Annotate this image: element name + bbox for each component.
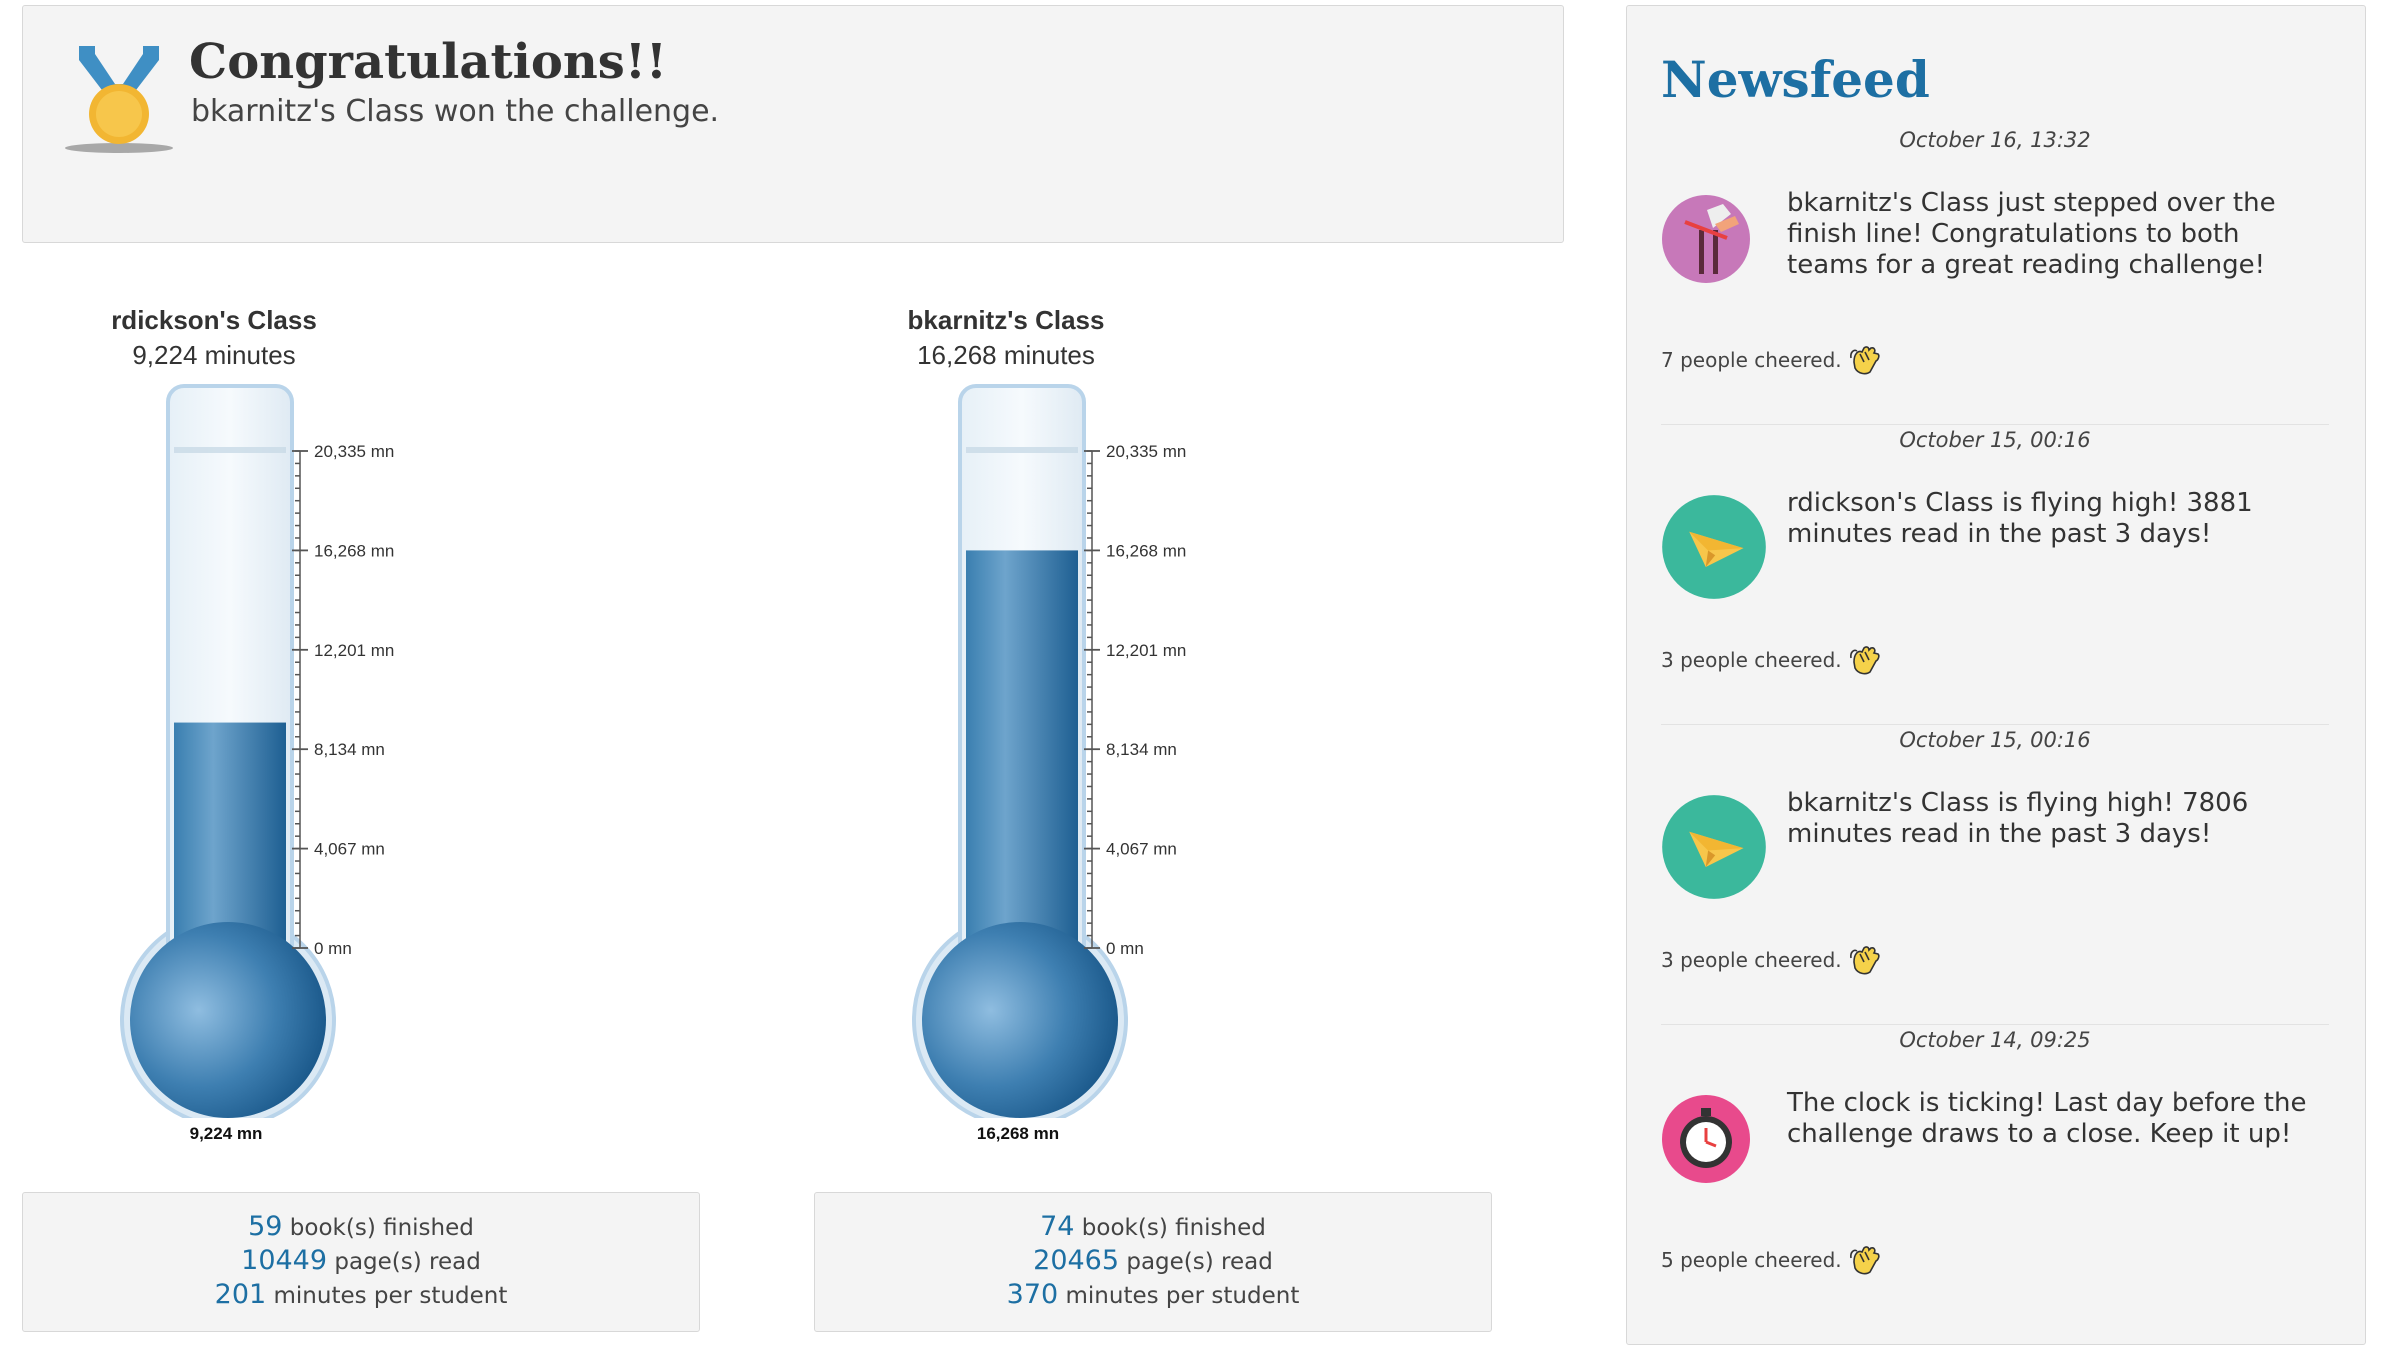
tube-cap-shadow xyxy=(966,447,1078,453)
class-name: rdickson's Class xyxy=(111,305,317,335)
tick-label: 0 mn xyxy=(314,939,352,958)
congrats-title: Congratulations!! xyxy=(189,34,667,90)
paper-plane-icon xyxy=(1662,795,1766,899)
thermometer: 0 mn 4,067 mn 8,134 mn 12,201 mn 16,268 mn 20… xyxy=(912,384,1186,1118)
news-item: October 15, 00:16 bkarnitz's Class is fl… xyxy=(1661,728,2329,1028)
news-date: October 16, 13:32 xyxy=(1899,128,2091,152)
bulb-value-label: 16,268 mn xyxy=(976,1124,1060,1143)
minutes-per-student: 370 minutes per student xyxy=(1006,1279,1300,1310)
divider xyxy=(1661,1024,2329,1025)
cheer-hands-icon[interactable] xyxy=(1848,644,1884,676)
news-item: October 14, 09:25 The clock is ticking! … xyxy=(1661,1028,2329,1328)
news-date: October 14, 09:25 xyxy=(1899,1028,2091,1052)
newsfeed-panel: Newsfeed October 16, 13:32 bkarnitz's Cl… xyxy=(1626,5,2366,1345)
class-name: bkarnitz's Class xyxy=(907,305,1105,335)
cheer-count[interactable]: 5 people cheered. xyxy=(1661,1244,1884,1276)
news-text: bkarnitz's Class just stepped over the f… xyxy=(1787,188,2276,280)
books-finished: 59 book(s) finished xyxy=(248,1211,474,1242)
class-minutes: 9,224 minutes xyxy=(132,340,296,370)
cheer-count[interactable]: 3 people cheered. xyxy=(1661,944,1884,976)
bulb-value-label: 9,224 mn xyxy=(189,1124,263,1143)
news-text: bkarnitz's Class is flying high! 7806 mi… xyxy=(1787,788,2249,849)
finish-line-icon xyxy=(1662,195,1750,283)
newsfeed-title: Newsfeed xyxy=(1661,50,1930,109)
thermometer-bulb xyxy=(922,922,1118,1118)
cheer-hands-icon[interactable] xyxy=(1848,344,1884,376)
tick-label: 4,067 mn xyxy=(1106,840,1177,859)
thermometer: 0 mn 4,067 mn 8,134 mn 12,201 mn 16,268 mn 20… xyxy=(120,384,394,1118)
tick-label: 8,134 mn xyxy=(314,740,385,759)
congratulations-panel: Congratulations!! bkarnitz's Class won t… xyxy=(22,5,1564,243)
class-minutes: 16,268 minutes xyxy=(917,340,1095,370)
news-date: October 15, 00:16 xyxy=(1899,428,2091,452)
class-stats: 74 book(s) finished 20465 page(s) read 3… xyxy=(814,1192,1492,1332)
thermometer-bulb xyxy=(130,922,326,1118)
congrats-subtitle: bkarnitz's Class won the challenge. xyxy=(191,94,720,129)
tick-label: 12,201 mn xyxy=(1106,641,1186,660)
pages-read: 10449 page(s) read xyxy=(241,1245,481,1276)
class-stats: 59 book(s) finished 10449 page(s) read 2… xyxy=(22,1192,700,1332)
cheer-hands-icon[interactable] xyxy=(1848,944,1884,976)
tick-label: 20,335 mn xyxy=(1106,442,1186,461)
cheer-hands-icon[interactable] xyxy=(1848,1244,1884,1276)
books-finished: 74 book(s) finished xyxy=(1040,1211,1266,1242)
pages-read: 20465 page(s) read xyxy=(1033,1245,1273,1276)
news-date: October 15, 00:16 xyxy=(1899,728,2091,752)
news-item: October 16, 13:32 bkarnitz's Class just … xyxy=(1661,128,2329,428)
tick-label: 0 mn xyxy=(1106,939,1144,958)
minutes-per-student: 201 minutes per student xyxy=(214,1279,508,1310)
tick-label: 16,268 mn xyxy=(314,541,394,560)
divider xyxy=(1661,724,2329,725)
news-text: The clock is ticking! Last day before th… xyxy=(1787,1088,2307,1149)
cheer-count[interactable]: 7 people cheered. xyxy=(1661,344,1884,376)
tick-label: 12,201 mn xyxy=(314,641,394,660)
tube-cap-shadow xyxy=(174,447,286,453)
tick-label: 16,268 mn xyxy=(1106,541,1186,560)
tick-label: 8,134 mn xyxy=(1106,740,1177,759)
medal-icon xyxy=(65,46,173,153)
paper-plane-icon xyxy=(1662,495,1766,599)
cheer-count[interactable]: 3 people cheered. xyxy=(1661,644,1884,676)
stopwatch-icon xyxy=(1662,1095,1750,1183)
tick-label: 4,067 mn xyxy=(314,840,385,859)
news-item: October 15, 00:16 rdickson's Class is fl… xyxy=(1661,428,2329,728)
tick-label: 20,335 mn xyxy=(314,442,394,461)
divider xyxy=(1661,424,2329,425)
news-text: rdickson's Class is flying high! 3881 mi… xyxy=(1787,488,2253,549)
